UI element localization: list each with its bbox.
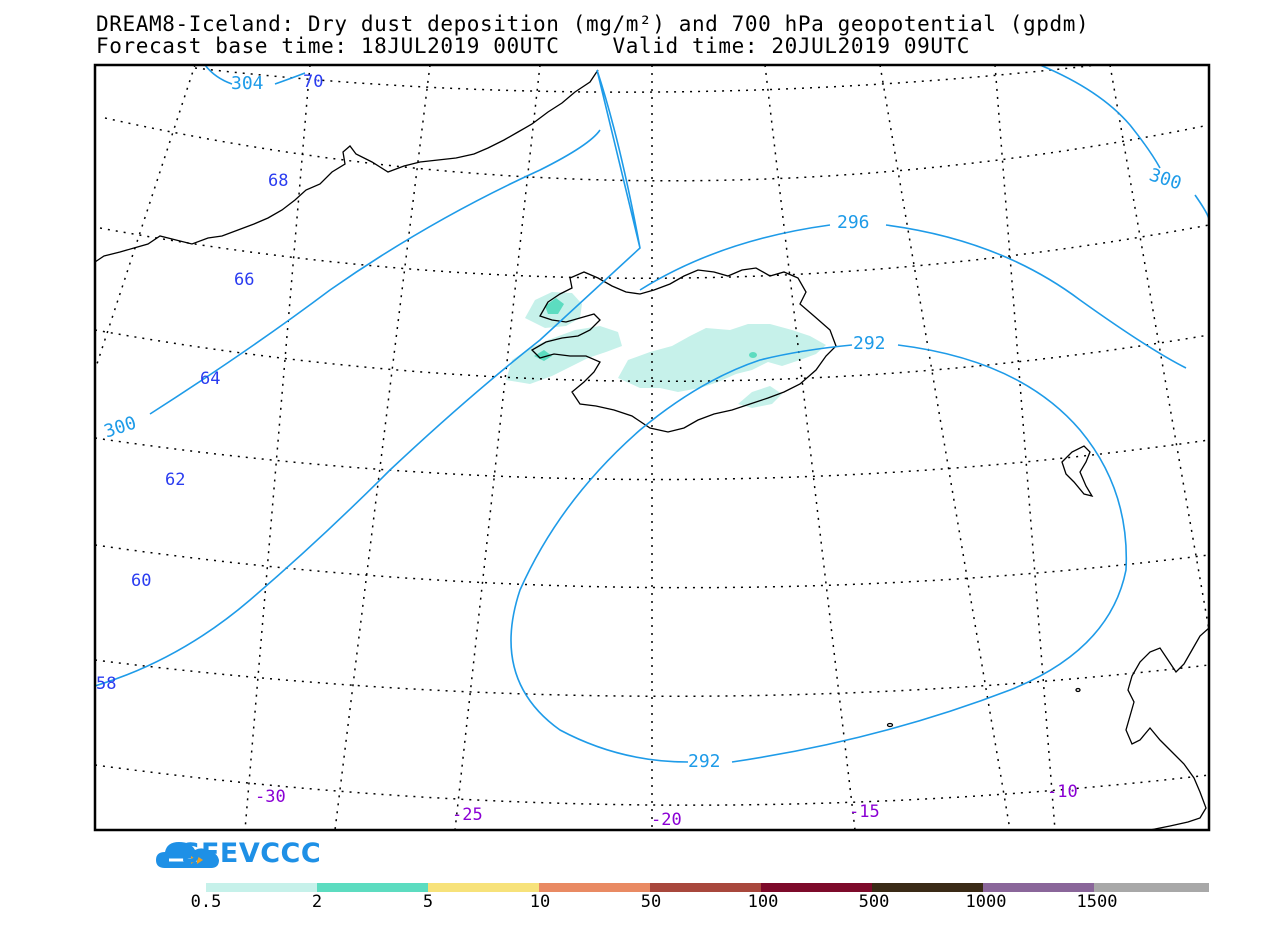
lat-label-60: 60 xyxy=(131,571,152,591)
lat-label-70: 70 xyxy=(303,72,324,92)
legend-label: 100 xyxy=(747,892,779,912)
contour-label-296: 296 xyxy=(837,212,870,233)
cloud-icon xyxy=(156,842,219,868)
scotland-coast xyxy=(1125,627,1209,830)
geopotential-contours xyxy=(95,65,1209,763)
contour-label-304: 304 xyxy=(231,73,264,94)
legend-segment-9 xyxy=(1094,883,1209,892)
legend-label: 50 xyxy=(640,892,662,912)
legend-segment-2 xyxy=(317,883,429,892)
legend-color-bar xyxy=(206,883,1209,892)
graticule-parallels xyxy=(95,65,1209,806)
legend-label: 0.5 xyxy=(190,892,222,912)
dust-area-central xyxy=(618,324,826,392)
contour-296 xyxy=(149,129,1187,415)
graticule-meridians xyxy=(95,65,1209,830)
lon-label-25w: -25 xyxy=(452,805,483,825)
dust-shading xyxy=(506,292,826,408)
coastlines xyxy=(95,69,1209,830)
lon-label-10w: -10 xyxy=(1047,782,1078,802)
map-title-line1: DREAM8-Iceland: Dry dust deposition (mg/… xyxy=(96,12,1090,36)
legend-label: 5 xyxy=(422,892,434,912)
map-frame xyxy=(93,63,1211,832)
legend-label: 10 xyxy=(529,892,551,912)
map-content xyxy=(95,65,1209,830)
contour-label-292-south: 292 xyxy=(688,751,721,772)
lat-label-58: 58 xyxy=(96,674,117,694)
lon-label-15w: -15 xyxy=(849,802,880,822)
legend-segment-6 xyxy=(761,883,873,892)
lat-label-62: 62 xyxy=(165,470,186,490)
lat-label-66: 66 xyxy=(234,270,255,290)
legend-segment-3 xyxy=(428,883,540,892)
lon-label-20w: -20 xyxy=(651,810,682,830)
lon-label-30w: -30 xyxy=(255,787,286,807)
lat-label-68: 68 xyxy=(268,171,289,191)
dust-area-central-dark xyxy=(749,352,757,358)
dust-area-west-dark xyxy=(545,298,564,314)
contour-292 xyxy=(510,344,1128,763)
iceland-coast xyxy=(530,267,837,433)
faroe-islands xyxy=(1061,445,1094,498)
legend-label: 2 xyxy=(311,892,323,912)
legend-segment-7 xyxy=(872,883,984,892)
legend-segment-8 xyxy=(983,883,1095,892)
lat-label-64: 64 xyxy=(200,369,221,389)
dust-area-south xyxy=(738,386,782,408)
legend-label: 1500 xyxy=(1076,892,1118,912)
legend-segment-4 xyxy=(539,883,651,892)
legend-label: 1000 xyxy=(965,892,1007,912)
contour-300-west xyxy=(95,69,641,687)
seevccc-logo-text: SEEVCCC xyxy=(181,838,322,869)
legend-segment-5 xyxy=(650,883,762,892)
dust-area-west-dark2 xyxy=(534,350,552,361)
map-title-line2: Forecast base time: 18JUL2019 00UTC Vali… xyxy=(96,34,971,58)
legend-segment-1 xyxy=(206,883,318,892)
greenland-coast xyxy=(95,69,599,263)
legend-label: 500 xyxy=(858,892,890,912)
contour-304 xyxy=(204,65,306,85)
contour-label-292-north: 292 xyxy=(853,333,886,354)
contour-300-east xyxy=(1039,65,1209,221)
